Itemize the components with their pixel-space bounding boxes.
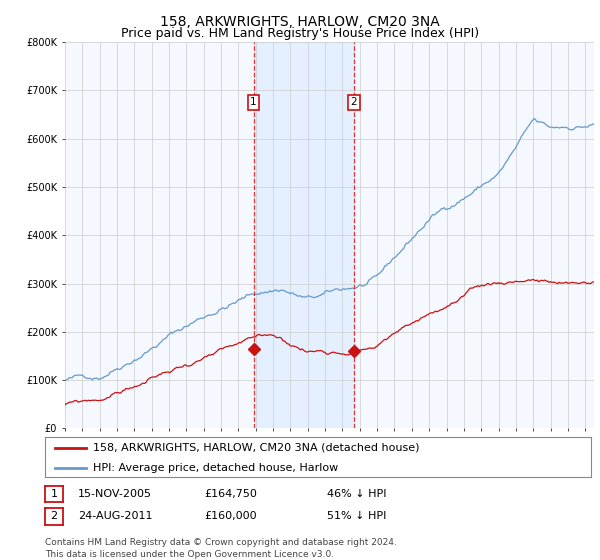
Text: 2: 2 (350, 97, 357, 108)
Text: 51% ↓ HPI: 51% ↓ HPI (327, 511, 386, 521)
Text: 24-AUG-2011: 24-AUG-2011 (78, 511, 152, 521)
Text: 1: 1 (50, 489, 58, 499)
Text: £160,000: £160,000 (204, 511, 257, 521)
Text: £164,750: £164,750 (204, 489, 257, 499)
Bar (254, 42, 353, 428)
Text: HPI: Average price, detached house, Harlow: HPI: Average price, detached house, Harl… (92, 463, 338, 473)
Text: Contains HM Land Registry data © Crown copyright and database right 2024.
This d: Contains HM Land Registry data © Crown c… (45, 538, 397, 559)
Text: Price paid vs. HM Land Registry's House Price Index (HPI): Price paid vs. HM Land Registry's House … (121, 27, 479, 40)
Text: 46% ↓ HPI: 46% ↓ HPI (327, 489, 386, 499)
Text: 2: 2 (50, 511, 58, 521)
Text: 158, ARKWRIGHTS, HARLOW, CM20 3NA (detached house): 158, ARKWRIGHTS, HARLOW, CM20 3NA (detac… (92, 443, 419, 452)
Text: 1: 1 (250, 97, 257, 108)
Text: 158, ARKWRIGHTS, HARLOW, CM20 3NA: 158, ARKWRIGHTS, HARLOW, CM20 3NA (160, 15, 440, 29)
Text: 15-NOV-2005: 15-NOV-2005 (78, 489, 152, 499)
